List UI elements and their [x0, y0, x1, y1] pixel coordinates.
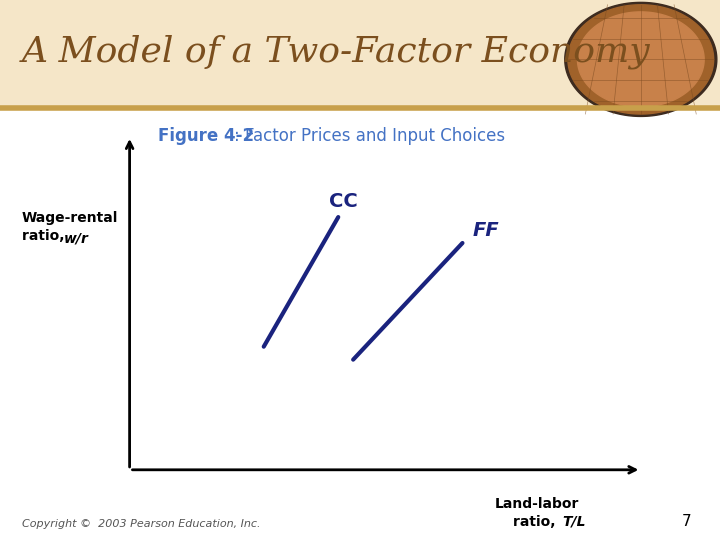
Polygon shape [568, 5, 714, 114]
Text: 7: 7 [682, 514, 691, 529]
Text: A Model of a Two-Factor Economy: A Model of a Two-Factor Economy [22, 34, 650, 69]
Text: FF: FF [472, 221, 499, 240]
Text: : Factor Prices and Input Choices: : Factor Prices and Input Choices [234, 127, 505, 145]
Text: Wage-rental
ratio,: Wage-rental ratio, [22, 211, 118, 243]
Polygon shape [577, 12, 704, 107]
Text: Land-labor
ratio,: Land-labor ratio, [495, 497, 579, 529]
Text: T/L: T/L [562, 515, 585, 529]
Text: w/r: w/r [63, 231, 89, 245]
Text: Figure 4-2: Figure 4-2 [158, 127, 255, 145]
Text: Copyright ©  2003 Pearson Education, Inc.: Copyright © 2003 Pearson Education, Inc. [22, 519, 260, 529]
Polygon shape [564, 2, 717, 117]
Text: CC: CC [329, 192, 358, 211]
